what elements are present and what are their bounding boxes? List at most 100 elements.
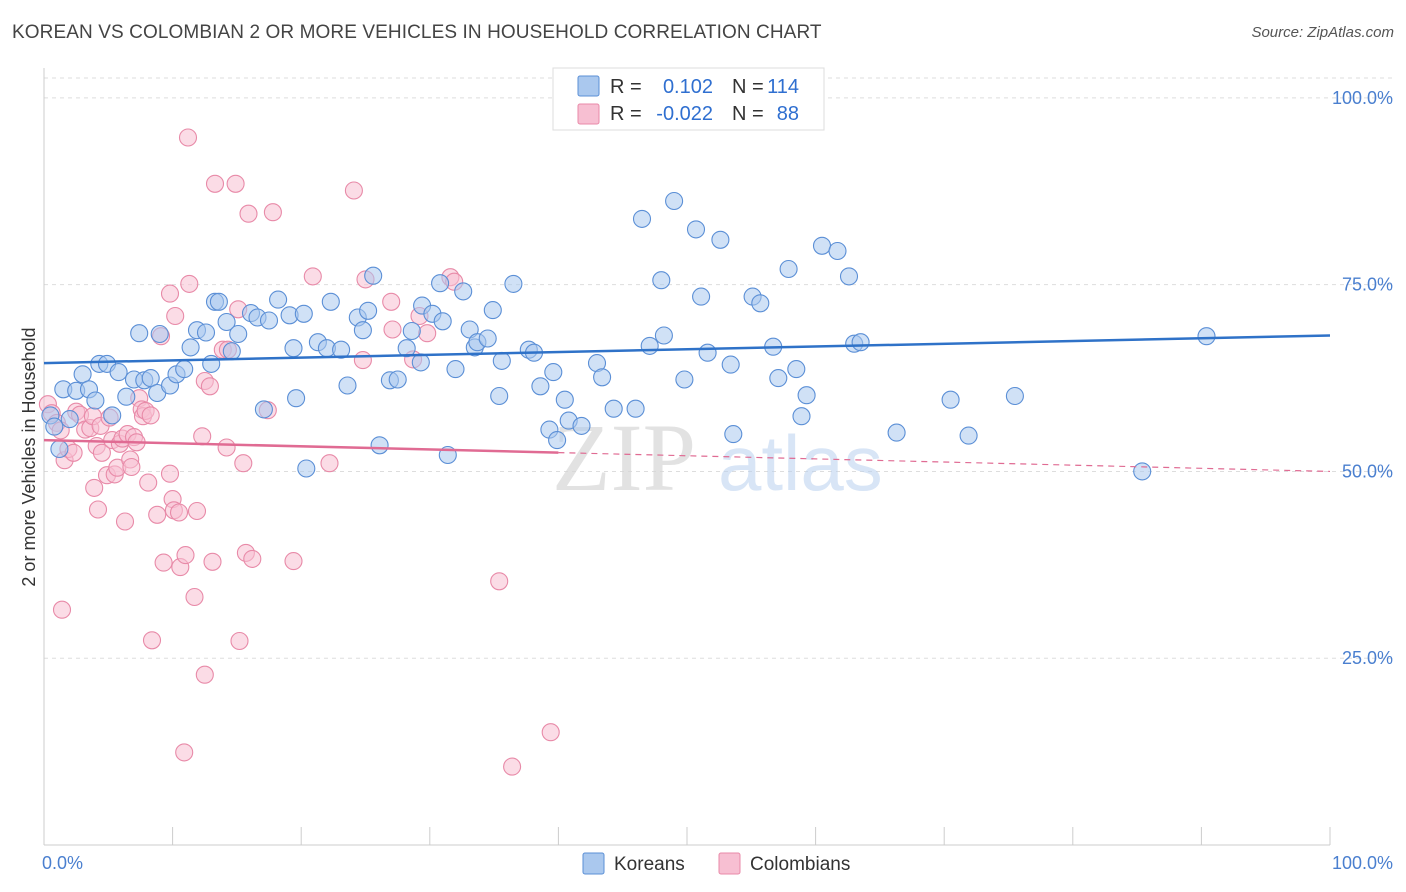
korean-point-8 — [86, 391, 105, 410]
colombian-point-72 — [284, 552, 303, 571]
colombian-point-87 — [541, 723, 560, 742]
korean-point-103 — [792, 407, 811, 426]
trend-lines — [43, 334, 1331, 473]
korean-point-115 — [1197, 327, 1216, 346]
y-tick-label-1: 75.0% — [1342, 275, 1393, 295]
colombian-point-85 — [490, 572, 509, 591]
legend-swatch-koreans — [577, 75, 600, 97]
korean-point-45 — [332, 340, 351, 359]
series-colombians-points — [38, 128, 560, 776]
trend-line-koreans — [43, 334, 1331, 365]
legend-n-label-colombians: N = — [732, 103, 764, 125]
colombian-point-76 — [353, 351, 372, 370]
korean-point-76 — [544, 363, 563, 382]
korean-point-70 — [492, 351, 511, 370]
colombian-point-15 — [88, 500, 108, 519]
korean-point-12 — [109, 363, 128, 382]
watermark-atlas: atlas — [718, 419, 883, 507]
korean-point-49 — [359, 301, 378, 320]
colombian-point-38 — [148, 505, 167, 524]
series-koreans-points — [41, 191, 1216, 481]
colombian-point-17 — [92, 443, 111, 462]
colombian-point-74 — [320, 454, 339, 473]
colombian-point-69 — [243, 549, 262, 568]
korean-point-31 — [229, 324, 248, 344]
korean-point-86 — [640, 336, 659, 355]
colombian-point-52 — [185, 587, 204, 607]
colombian-point-78 — [382, 292, 401, 311]
colombian-point-61 — [217, 438, 236, 457]
colombian-point-79 — [383, 320, 402, 339]
y-tick-label-0: 100.0% — [1332, 88, 1393, 108]
colombian-point-58 — [203, 552, 222, 571]
korean-point-55 — [402, 321, 421, 341]
colombian-point-56 — [195, 665, 214, 684]
colombian-point-41 — [160, 284, 180, 303]
korean-point-106 — [828, 241, 847, 261]
y-axis-tick-labels: 100.0% 75.0% 50.0% 25.0% — [1332, 88, 1393, 668]
legend-r-value-koreans: 0.102 — [663, 76, 713, 98]
korean-point-36 — [269, 290, 288, 309]
y-tick-label-3: 25.0% — [1342, 648, 1393, 668]
korean-point-91 — [686, 220, 706, 239]
korean-point-92 — [692, 287, 711, 306]
korean-point-102 — [787, 360, 806, 379]
korean-point-1 — [45, 417, 64, 436]
korean-point-38 — [284, 339, 303, 358]
korean-point-85 — [632, 209, 652, 228]
colombian-point-35 — [139, 473, 158, 492]
korean-point-13 — [117, 387, 136, 406]
korean-point-59 — [431, 274, 450, 293]
korean-point-83 — [604, 399, 623, 418]
legend-n-value-koreans: 114 — [767, 76, 799, 98]
korean-point-96 — [724, 425, 743, 444]
korean-point-34 — [254, 400, 273, 419]
colombian-point-48 — [175, 743, 194, 762]
colombian-point-25 — [115, 512, 135, 531]
korean-point-88 — [654, 326, 673, 345]
korean-point-82 — [593, 368, 612, 387]
korean-point-89 — [665, 191, 684, 211]
colombian-point-59 — [205, 174, 225, 193]
colombian-point-63 — [226, 174, 245, 193]
korean-point-110 — [887, 423, 906, 442]
korean-point-78 — [555, 390, 574, 409]
korean-point-87 — [652, 271, 671, 290]
korean-point-98 — [751, 294, 770, 313]
colombian-point-75 — [344, 181, 363, 200]
legend-r-label-koreans: R = — [610, 76, 642, 98]
watermark: ZIP atlas — [552, 404, 883, 511]
korean-point-39 — [287, 389, 306, 408]
korean-point-41 — [297, 459, 316, 478]
korean-point-111 — [941, 390, 960, 409]
korean-point-25 — [196, 323, 216, 342]
korean-point-60 — [433, 312, 452, 331]
korean-point-107 — [839, 267, 859, 286]
korean-point-26 — [202, 354, 221, 373]
korean-point-50 — [364, 266, 383, 285]
korean-point-23 — [181, 338, 200, 357]
bottom-legend-swatch-koreans — [582, 852, 605, 875]
korean-point-48 — [353, 321, 372, 340]
bottom-legend: Koreans Colombians — [582, 852, 850, 875]
colombian-point-51 — [180, 274, 199, 293]
korean-point-109 — [851, 333, 870, 352]
colombian-point-49 — [176, 546, 195, 565]
colombian-point-36 — [141, 406, 160, 425]
korean-point-15 — [130, 324, 149, 343]
korean-point-51 — [370, 436, 389, 455]
korean-point-22 — [175, 360, 194, 379]
korean-point-77 — [548, 431, 567, 450]
y-axis-label: 2 or more Vehicles in Household — [19, 327, 39, 586]
colombian-point-57 — [200, 377, 219, 396]
korean-point-84 — [626, 399, 645, 418]
chart-title: KOREAN VS COLOMBIAN 2 OR MORE VEHICLES I… — [12, 22, 822, 43]
korean-point-4 — [60, 410, 79, 429]
korean-point-28 — [209, 292, 228, 311]
legend-r-value-colombians: -0.022 — [656, 103, 713, 125]
colombian-point-46 — [169, 503, 189, 522]
korean-point-95 — [721, 355, 740, 374]
colombian-point-50 — [178, 128, 198, 147]
korean-point-74 — [531, 377, 550, 396]
bottom-legend-label-colombians: Colombians — [750, 854, 850, 875]
